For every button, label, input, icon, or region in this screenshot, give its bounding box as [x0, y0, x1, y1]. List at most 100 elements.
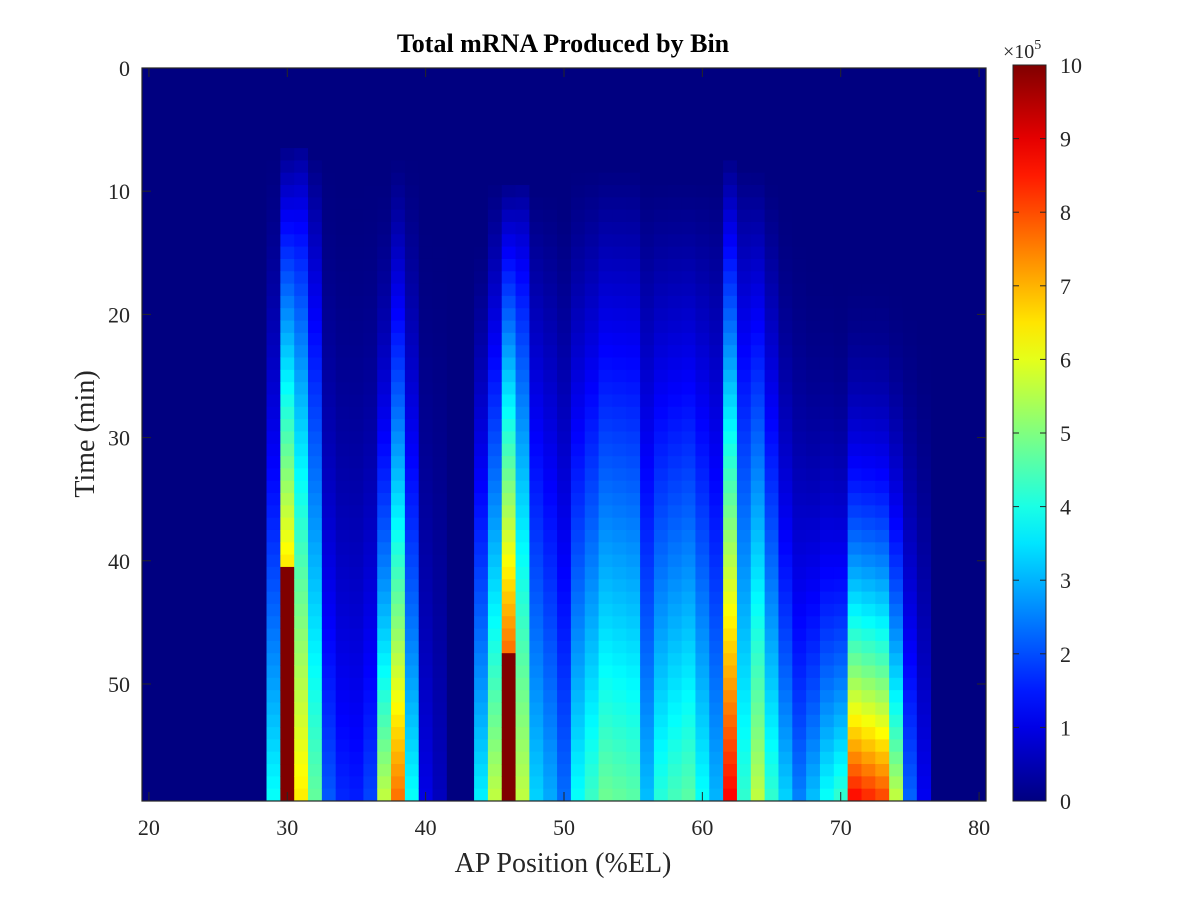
heatmap-cell — [335, 665, 350, 679]
heatmap-cell — [363, 480, 378, 494]
heatmap-cell — [280, 456, 295, 469]
heatmap-cell — [543, 419, 558, 432]
heatmap-cell — [515, 271, 530, 284]
heatmap-cell — [363, 172, 378, 186]
heatmap-cell — [391, 690, 406, 703]
heatmap-cell — [709, 505, 724, 519]
heatmap-cell — [806, 517, 821, 531]
heatmap-cell — [833, 739, 849, 753]
heatmap-cell — [349, 529, 364, 543]
heatmap-cell — [335, 591, 350, 605]
heatmap-cell — [474, 332, 489, 346]
heatmap-cell — [515, 209, 530, 223]
heatmap-cell — [598, 345, 613, 358]
heatmap-cell — [598, 690, 613, 703]
heatmap-cell — [501, 197, 516, 211]
heatmap-cell — [640, 320, 655, 334]
heatmap-cell — [723, 628, 738, 642]
heatmap-cell — [875, 640, 890, 654]
heatmap-cell — [280, 332, 295, 346]
heatmap-cell — [418, 345, 433, 358]
heatmap-cell — [308, 776, 323, 790]
heatmap-cell — [391, 345, 406, 358]
heatmap-cell — [833, 493, 849, 506]
heatmap-cell — [612, 529, 627, 543]
heatmap-cell — [584, 702, 599, 716]
heatmap-cell — [653, 714, 669, 728]
heatmap-cell — [875, 714, 890, 728]
heatmap-cell — [294, 493, 309, 506]
heatmap-cell — [889, 603, 904, 617]
heatmap-cell — [529, 653, 544, 666]
heatmap-cell — [391, 480, 406, 494]
heatmap-cell — [612, 394, 627, 408]
heatmap-cell — [902, 320, 918, 334]
heatmap-cell — [667, 566, 683, 580]
heatmap-cell — [626, 591, 641, 605]
heatmap-cell — [819, 566, 835, 580]
heatmap-cell — [584, 677, 599, 691]
heatmap-cell — [280, 369, 295, 383]
heatmap-cell — [404, 727, 420, 740]
heatmap-cell — [377, 665, 392, 679]
heatmap-cell — [404, 603, 420, 617]
heatmap-cell — [709, 283, 724, 297]
heatmap-cell — [280, 160, 295, 174]
heatmap-cell — [723, 739, 738, 753]
heatmap-cell — [695, 677, 710, 691]
heatmap-cell — [501, 246, 516, 260]
heatmap-cell — [404, 714, 420, 728]
heatmap-cell — [349, 591, 364, 605]
heatmap-cell — [404, 517, 420, 531]
heatmap-cell — [432, 468, 447, 482]
heatmap-cell — [916, 751, 932, 765]
heatmap-cell — [308, 554, 323, 568]
heatmap-cell — [501, 493, 516, 506]
heatmap-cell — [308, 172, 323, 186]
heatmap-cell — [294, 554, 309, 568]
heatmap-cell — [736, 591, 752, 605]
heatmap-cell — [640, 332, 655, 346]
heatmap-cell — [515, 788, 530, 802]
heatmap-cell — [266, 690, 281, 703]
heatmap-cell — [294, 332, 309, 346]
heatmap-cell — [432, 295, 447, 309]
heatmap-cell — [280, 480, 295, 494]
heatmap-cell — [321, 382, 337, 395]
heatmap-cell — [695, 209, 710, 223]
heatmap-cell — [335, 394, 350, 408]
heatmap-cell — [667, 172, 683, 186]
heatmap-cell — [294, 690, 309, 703]
heatmap-cell — [391, 308, 406, 321]
heatmap-cell — [792, 246, 807, 260]
heatmap-cell — [543, 258, 558, 272]
heatmap-cell — [681, 603, 696, 617]
heatmap-cell — [916, 665, 932, 679]
heatmap-cell — [723, 382, 738, 395]
heatmap-cell — [875, 566, 890, 580]
heatmap-cell — [418, 271, 433, 284]
heatmap-cell — [474, 258, 489, 272]
heatmap-cell — [377, 554, 392, 568]
heatmap-cell — [902, 382, 918, 395]
heatmap-cell — [667, 714, 683, 728]
heatmap-cell — [626, 616, 641, 629]
heatmap-cell — [723, 283, 738, 297]
heatmap-cell — [875, 616, 890, 629]
heatmap-cell — [750, 505, 766, 519]
heatmap-cell — [418, 529, 433, 543]
heatmap-cell — [681, 382, 696, 395]
heatmap-cell — [418, 185, 433, 198]
heatmap-cell — [806, 764, 821, 777]
heatmap-cell — [418, 369, 433, 383]
heatmap-cell — [266, 566, 281, 580]
heatmap-cell — [875, 628, 890, 642]
heatmap-cell — [432, 505, 447, 519]
heatmap-cell — [764, 653, 779, 666]
heatmap-cell — [612, 616, 627, 629]
heatmap-cell — [653, 271, 669, 284]
heatmap-cell — [792, 616, 807, 629]
heatmap-cell — [626, 542, 641, 556]
heatmap-cell — [612, 517, 627, 531]
heatmap-cell — [847, 394, 862, 408]
